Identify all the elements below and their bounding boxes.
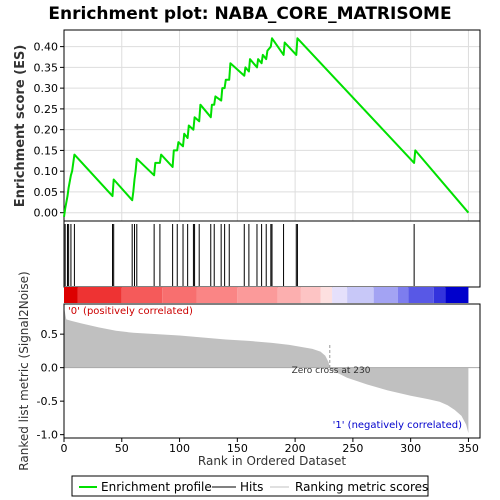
metric-y-axis-label: Ranked list metric (Signal2Noise)	[17, 271, 31, 470]
colorbar-segment	[300, 287, 321, 303]
metric-y-tick-label: -1.0	[37, 429, 58, 442]
colorbar-segment	[332, 287, 348, 303]
x-tick-label: 200	[285, 442, 306, 455]
metric-plot-frame	[63, 303, 481, 439]
positive-correlation-label: '0' (positively correlated)	[68, 306, 193, 317]
colorbar-segment	[397, 287, 409, 303]
es-y-tick-label: 0.15	[34, 144, 59, 157]
colorbar-segment	[433, 287, 446, 303]
x-tick-label: 0	[61, 442, 68, 455]
es-y-tick-label: 0.10	[34, 165, 59, 178]
legend-enrichment-label: Enrichment profile	[101, 480, 212, 494]
metric-y-tick-label: 0.0	[41, 362, 59, 375]
colorbar-segment	[237, 287, 278, 303]
metric-y-ticks: -1.0 -0.5 0.0 0.5	[37, 328, 64, 442]
x-tick-label: 350	[458, 442, 479, 455]
legend-box	[71, 475, 429, 497]
es-y-ticks: 0.00 0.05 0.10 0.15 0.20 0.25 0.30 0.35 0.40	[34, 41, 64, 220]
colorbar-segment	[277, 287, 301, 303]
metric-y-tick-label: -0.5	[37, 395, 58, 408]
negative-correlation-label: '1' (negatively correlated)	[333, 420, 462, 431]
ranked-list-colorbar	[64, 287, 469, 303]
chart-title: Enrichment plot: NABA_CORE_MATRISOME	[48, 4, 451, 24]
es-y-tick-label: 0.30	[34, 82, 59, 95]
hits-panel	[63, 220, 481, 288]
enrichment-profile-line	[63, 37, 470, 217]
es-y-tick-label: 0.40	[34, 41, 59, 54]
colorbar-segment	[77, 287, 122, 303]
colorbar-segment	[162, 287, 197, 303]
enrichment-score-panel: 0.00 0.05 0.10 0.15 0.20 0.25 0.30 0.35 0.40 Enr…	[13, 29, 481, 222]
colorbar-segment	[196, 287, 238, 303]
es-y-tick-label: 0.05	[34, 186, 59, 199]
x-tick-label: 250	[342, 442, 363, 455]
x-tick-label: 100	[169, 442, 190, 455]
es-y-tick-label: 0.00	[34, 207, 59, 220]
metric-y-tick-label: 0.5	[41, 328, 59, 341]
colorbar-segment	[64, 287, 78, 303]
colorbar-segment	[373, 287, 398, 303]
hit-marks	[64, 224, 415, 286]
x-tick-label: 150	[227, 442, 248, 455]
x-axis-label: Rank in Ordered Dataset	[198, 454, 346, 468]
metric-x-ticks: 0 50 100 150 200 250 300 350	[61, 438, 479, 455]
colorbar-segment	[408, 287, 434, 303]
colorbar-segment	[121, 287, 163, 303]
legend-metric-label: Ranking metric scores	[295, 480, 428, 494]
colorbar-segment	[347, 287, 374, 303]
ranked-metric-panel: -1.0 -0.5 0.0 0.5 0 50 100 150 200 250 300 350 '0'…	[17, 271, 481, 471]
ranking-metric-area	[64, 307, 469, 434]
colorbar-segment	[320, 287, 333, 303]
es-y-tick-label: 0.25	[34, 103, 59, 116]
legend-hits-label: Hits	[240, 480, 263, 494]
legend: Enrichment profile Hits Ranking metric s…	[71, 475, 429, 497]
x-tick-label: 50	[115, 442, 129, 455]
x-tick-label: 300	[400, 442, 421, 455]
es-y-tick-label: 0.20	[34, 124, 59, 137]
zero-cross-label: Zero cross at 230	[292, 366, 371, 376]
colorbar-segment	[445, 287, 469, 303]
es-gridlines	[63, 30, 480, 221]
es-y-tick-label: 0.35	[34, 61, 59, 74]
es-y-axis-label: Enrichment score (ES)	[13, 45, 28, 208]
